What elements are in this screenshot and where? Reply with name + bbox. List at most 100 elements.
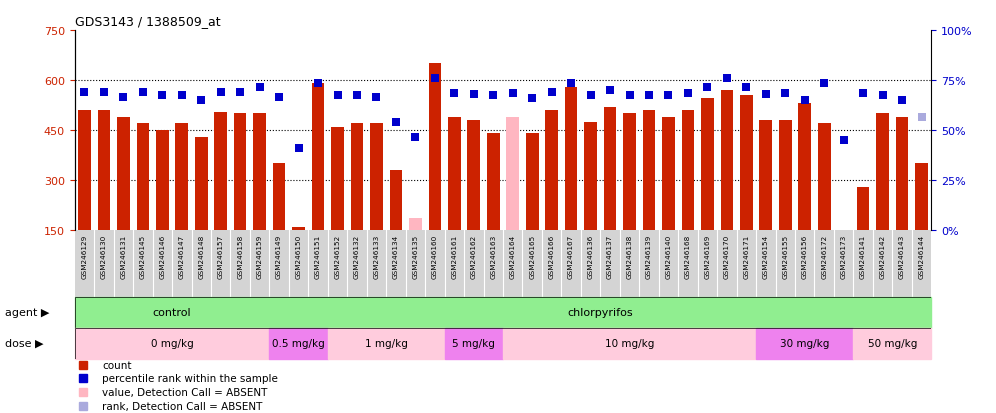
Bar — [487, 134, 500, 230]
Text: control: control — [152, 307, 191, 317]
Bar — [448, 117, 460, 230]
Bar — [273, 164, 286, 230]
Text: GSM246157: GSM246157 — [218, 234, 224, 278]
Text: GSM246161: GSM246161 — [451, 234, 457, 278]
Bar — [565, 88, 578, 230]
Text: GSM246162: GSM246162 — [471, 234, 477, 278]
Bar — [292, 227, 305, 230]
Bar — [876, 114, 888, 230]
Text: chlorpyrifos: chlorpyrifos — [568, 307, 633, 317]
Bar — [332, 127, 344, 230]
Text: GSM246133: GSM246133 — [374, 234, 379, 278]
Text: GSM246137: GSM246137 — [607, 234, 614, 278]
Text: GSM246129: GSM246129 — [82, 234, 88, 278]
Bar — [546, 111, 558, 230]
Bar — [75, 297, 269, 328]
Text: 0 mg/kg: 0 mg/kg — [150, 338, 193, 348]
Text: count: count — [103, 360, 131, 370]
Bar — [75, 328, 269, 358]
Text: agent ▶: agent ▶ — [5, 307, 50, 317]
Text: 1 mg/kg: 1 mg/kg — [365, 338, 407, 348]
Text: GSM246171: GSM246171 — [743, 234, 749, 278]
Text: GSM246159: GSM246159 — [257, 234, 263, 278]
Bar — [854, 328, 931, 358]
Text: dose ▶: dose ▶ — [5, 338, 44, 348]
Bar — [78, 111, 91, 230]
Text: 0.5 mg/kg: 0.5 mg/kg — [272, 338, 325, 348]
Text: GSM246152: GSM246152 — [335, 234, 341, 278]
Bar — [623, 114, 635, 230]
Text: GSM246132: GSM246132 — [354, 234, 360, 278]
Text: GSM246135: GSM246135 — [412, 234, 418, 278]
Text: GSM246147: GSM246147 — [178, 234, 185, 278]
Text: GSM246156: GSM246156 — [802, 234, 808, 278]
Bar — [269, 297, 931, 328]
Bar — [371, 124, 382, 230]
Bar — [234, 114, 246, 230]
Bar — [503, 328, 756, 358]
Bar — [328, 328, 444, 358]
Text: GSM246154: GSM246154 — [763, 234, 769, 278]
Bar — [915, 164, 928, 230]
Bar — [701, 99, 714, 230]
Bar — [195, 138, 207, 230]
Bar — [720, 91, 733, 230]
Bar — [642, 111, 655, 230]
Text: GSM246165: GSM246165 — [529, 234, 535, 278]
Text: GSM246164: GSM246164 — [510, 234, 516, 278]
Bar — [214, 112, 227, 230]
Text: GSM246158: GSM246158 — [237, 234, 243, 278]
Text: GSM246150: GSM246150 — [296, 234, 302, 278]
Text: GSM246155: GSM246155 — [782, 234, 788, 278]
Text: value, Detection Call = ABSENT: value, Detection Call = ABSENT — [103, 387, 268, 397]
Bar — [467, 121, 480, 230]
Text: GSM246142: GSM246142 — [879, 234, 885, 278]
Text: 30 mg/kg: 30 mg/kg — [780, 338, 830, 348]
Text: GSM246138: GSM246138 — [626, 234, 632, 278]
Text: GSM246172: GSM246172 — [821, 234, 828, 278]
Bar — [156, 131, 168, 230]
Bar — [662, 117, 674, 230]
Text: GSM246130: GSM246130 — [101, 234, 107, 278]
Bar — [681, 111, 694, 230]
Bar — [760, 121, 772, 230]
Bar — [351, 124, 364, 230]
Text: GSM246151: GSM246151 — [315, 234, 321, 278]
Bar — [312, 84, 325, 230]
Text: GSM246163: GSM246163 — [490, 234, 496, 278]
Bar — [428, 64, 441, 230]
Text: GSM246145: GSM246145 — [139, 234, 145, 278]
Text: percentile rank within the sample: percentile rank within the sample — [103, 373, 278, 384]
Bar — [269, 328, 328, 358]
Text: GSM246148: GSM246148 — [198, 234, 204, 278]
Text: GSM246134: GSM246134 — [392, 234, 399, 278]
Text: GSM246136: GSM246136 — [588, 234, 594, 278]
Text: GSM246140: GSM246140 — [665, 234, 671, 278]
Bar — [389, 171, 402, 230]
Text: rank, Detection Call = ABSENT: rank, Detection Call = ABSENT — [103, 401, 263, 411]
Bar — [895, 117, 908, 230]
Bar — [740, 96, 753, 230]
Text: GSM246166: GSM246166 — [549, 234, 555, 278]
Bar — [136, 124, 149, 230]
Bar — [253, 114, 266, 230]
Text: GSM246143: GSM246143 — [899, 234, 905, 278]
Bar — [526, 134, 539, 230]
Bar — [98, 111, 111, 230]
Bar — [756, 328, 854, 358]
Bar — [779, 121, 792, 230]
Text: GSM246131: GSM246131 — [121, 234, 126, 278]
Text: GSM246169: GSM246169 — [704, 234, 710, 278]
Bar — [444, 328, 503, 358]
Text: GSM246149: GSM246149 — [276, 234, 282, 278]
Text: GSM246167: GSM246167 — [568, 234, 574, 278]
Text: GSM246141: GSM246141 — [861, 234, 867, 278]
Text: GSM246170: GSM246170 — [724, 234, 730, 278]
Text: GSM246144: GSM246144 — [918, 234, 924, 278]
Bar — [857, 187, 870, 230]
Text: 10 mg/kg: 10 mg/kg — [605, 338, 654, 348]
Text: 5 mg/kg: 5 mg/kg — [452, 338, 495, 348]
Bar — [506, 117, 519, 230]
Text: GSM246146: GSM246146 — [159, 234, 165, 278]
Bar — [585, 122, 597, 230]
